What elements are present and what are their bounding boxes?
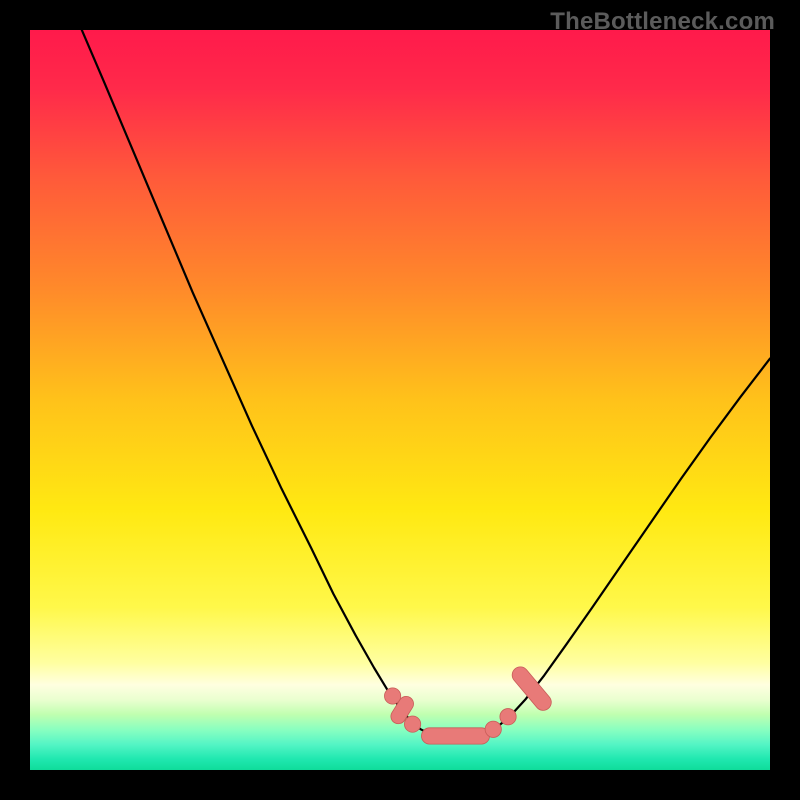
marker-dot-5 — [500, 709, 516, 725]
marker-capsule-3 — [421, 728, 489, 744]
plot-svg — [30, 30, 770, 770]
gradient-background — [30, 30, 770, 770]
watermark-text: TheBottleneck.com — [550, 8, 775, 36]
chart-stage: TheBottleneck.com — [0, 0, 800, 800]
marker-dot-2 — [404, 716, 420, 732]
plot-area — [30, 30, 770, 770]
marker-dot-4 — [485, 721, 501, 737]
